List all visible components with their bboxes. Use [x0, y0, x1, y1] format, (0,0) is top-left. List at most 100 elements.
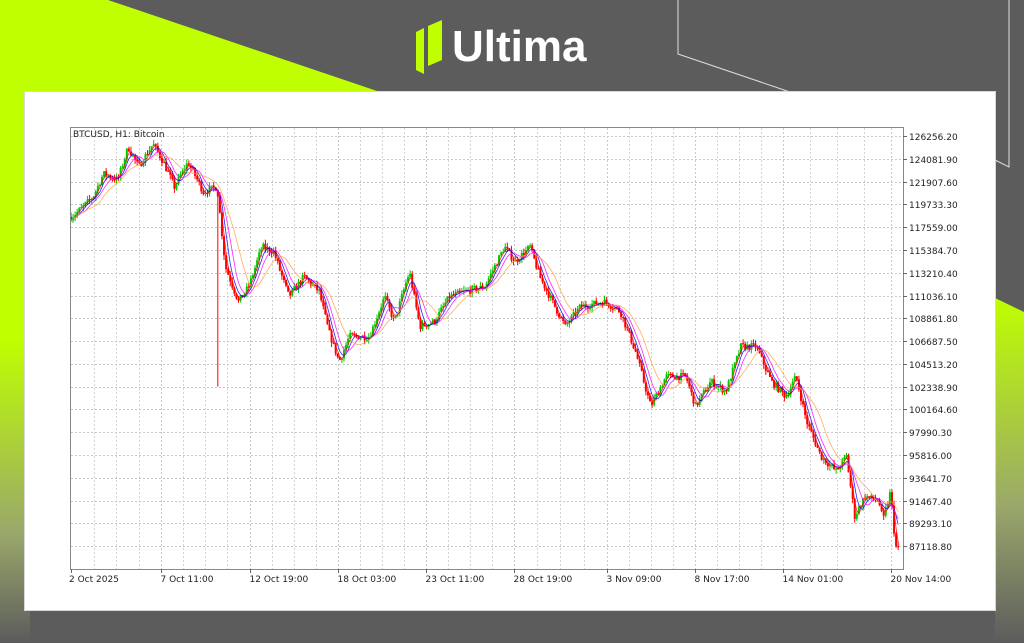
candle-body: [541, 278, 544, 282]
candle-body: [493, 264, 496, 271]
candle-body: [194, 168, 197, 176]
candle-body: [791, 381, 794, 389]
candle-body: [198, 179, 201, 182]
candle-body: [890, 492, 893, 505]
candle-body: [438, 311, 441, 320]
candles: [70, 139, 900, 550]
candle-body: [748, 344, 751, 350]
candle-body: [816, 445, 819, 448]
candle-body: [752, 343, 755, 345]
candle-body: [729, 379, 732, 381]
candle-body: [522, 252, 525, 256]
candle-body: [768, 372, 771, 378]
decor-line: [677, 0, 791, 93]
candle-body: [820, 451, 823, 460]
candle-body: [694, 402, 697, 404]
candle-body: [740, 343, 743, 354]
candle-body: [251, 275, 254, 279]
candle-body: [340, 358, 343, 360]
candle-body: [181, 170, 184, 175]
candle-body: [127, 148, 130, 152]
candle-body: [642, 370, 645, 383]
candle-body: [618, 307, 621, 313]
candle-body: [270, 252, 273, 254]
moving-averages: [70, 144, 899, 543]
ma-long-line: [70, 154, 899, 512]
candle-body: [411, 273, 414, 289]
candle-body: [419, 318, 422, 330]
candle-body: [578, 304, 581, 309]
candle-body: [373, 324, 376, 327]
candle-body: [175, 183, 178, 189]
candle-body: [249, 278, 252, 288]
decor-line: [994, 0, 1010, 168]
candle-body: [173, 178, 176, 189]
candle-body: [611, 308, 614, 310]
candle-body: [806, 415, 809, 425]
candle-body: [210, 185, 213, 187]
candle-body: [851, 486, 854, 499]
candle-body: [359, 337, 362, 340]
candle-body: [136, 159, 139, 162]
candle-body: [888, 492, 891, 504]
candle-body: [665, 374, 668, 379]
candle-body: [417, 307, 420, 319]
candle-body: [620, 312, 623, 318]
candle-body: [795, 376, 798, 380]
x-tick-label: 14 Nov 01:00: [783, 575, 844, 585]
candle-body: [491, 270, 494, 274]
price-chart[interactable]: BTCUSD, H1: Bitcoin 126256.20124081.9012…: [25, 92, 995, 610]
candle-body: [80, 206, 83, 209]
candle-body: [322, 300, 325, 307]
y-axis: 126256.20 124081.90 121907.60 119733.30 1175…: [903, 133, 958, 553]
candle-body: [609, 306, 612, 309]
candle-body: [88, 199, 91, 201]
candle-body: [882, 510, 885, 516]
candle-body: [367, 337, 370, 340]
candle-body: [218, 196, 221, 213]
candle-body: [278, 261, 281, 271]
candle-body: [402, 289, 405, 294]
candle-body: [233, 287, 236, 294]
candle-body: [735, 356, 738, 363]
candle-body: [828, 464, 831, 467]
candle-body: [764, 364, 767, 371]
candle-body: [345, 344, 348, 351]
candle-body: [566, 323, 569, 325]
candle-body: [626, 327, 629, 329]
candle-body: [258, 252, 261, 261]
candle-body: [347, 339, 350, 345]
candle-body: [779, 387, 782, 392]
candle-body: [810, 426, 813, 432]
candle-body: [644, 382, 647, 392]
candle-body: [200, 181, 203, 192]
candle-body: [841, 459, 844, 468]
candle-body: [766, 370, 769, 373]
candle-body: [338, 357, 341, 360]
y-tick-label: 91467.40: [909, 498, 952, 508]
candle-body: [833, 464, 836, 470]
candle-body: [442, 305, 445, 308]
candle-body: [543, 281, 546, 289]
candle-body: [134, 155, 137, 160]
candle-body: [78, 208, 81, 213]
candle-body: [82, 205, 85, 207]
candle-body: [119, 167, 122, 178]
candle-body: [229, 274, 232, 282]
candle-body: [657, 393, 660, 395]
x-tick-label: 2 Oct 2025: [69, 575, 119, 585]
candle-body: [398, 301, 401, 313]
candle-body: [469, 289, 472, 294]
candle-body: [192, 167, 195, 169]
candle-body: [299, 281, 302, 284]
candle-body: [98, 184, 101, 186]
candle-body: [380, 307, 383, 313]
candle-body: [545, 288, 548, 291]
candle-body: [864, 498, 867, 500]
candle-body: [365, 339, 368, 341]
candle-body: [107, 175, 110, 177]
candle-body: [235, 293, 238, 299]
candle-body: [138, 161, 141, 163]
candle-body: [537, 268, 540, 270]
candle-body: [845, 455, 848, 458]
